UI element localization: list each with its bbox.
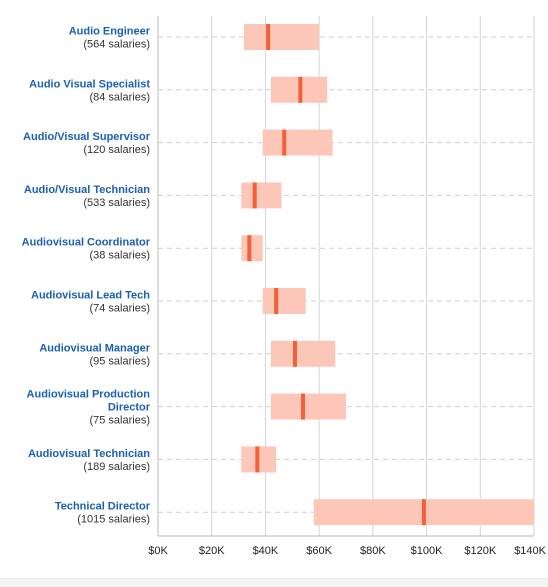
job-title-link[interactable]: Audiovisual Manager [39, 342, 150, 354]
x-tick-label: $0K [148, 545, 168, 557]
job-title-link[interactable]: Audiovisual Technician [28, 448, 150, 460]
median-marker [255, 446, 260, 473]
job-title-link[interactable]: Audio Engineer [69, 26, 151, 38]
x-tick-label: $80K [360, 545, 386, 557]
x-tick-label: $60K [306, 545, 332, 557]
bottom-divider [0, 578, 548, 587]
median-marker [282, 129, 287, 156]
salary-count: (74 salaries) [89, 303, 150, 315]
salary-range-bar[interactable] [262, 129, 333, 156]
salary-count: (564 salaries) [83, 39, 150, 51]
x-tick-label: $20K [199, 545, 225, 557]
median-marker [247, 235, 252, 262]
job-row: Audio/Visual Supervisor(120 salaries) [23, 129, 534, 156]
job-row: Audiovisual Technician(189 salaries) [28, 446, 534, 473]
salary-range-bar[interactable] [243, 24, 320, 50]
job-rows: Audio Engineer(564 salaries) Audio Visual… [22, 24, 534, 526]
job-row: Audio Engineer(564 salaries) [69, 24, 534, 51]
job-title-link[interactable]: Audio/Visual Technician [24, 184, 150, 196]
vertical-gridlines [157, 16, 535, 536]
job-row: Audiovisual Lead Tech(74 salaries) [31, 288, 534, 315]
salary-count: (75 salaries) [89, 415, 150, 427]
job-row: Audio/Visual Technician(533 salaries) [24, 182, 534, 209]
salary-range-bar[interactable] [241, 235, 263, 262]
median-marker [252, 182, 257, 209]
job-row: Audio Visual Specialist(84 salaries) [29, 76, 534, 103]
salary-count: (533 salaries) [83, 197, 150, 209]
median-marker [266, 24, 271, 50]
x-axis: $0K $20K $40K $60K $80K $100K $120K $140K [148, 535, 547, 557]
job-title-link[interactable]: Technical Director [55, 501, 151, 513]
salary-range-bar[interactable] [262, 288, 306, 314]
salary-range-bar[interactable] [241, 182, 282, 209]
job-title-link[interactable]: Audio/Visual Supervisor [23, 131, 151, 143]
job-title-link[interactable]: Audio Visual Specialist [29, 78, 150, 90]
x-tick-label: $40K [253, 545, 279, 557]
salary-count: (95 salaries) [89, 355, 150, 367]
median-marker [298, 76, 303, 103]
job-title-link[interactable]: Audiovisual Coordinator [22, 237, 151, 249]
job-title-link[interactable]: Audiovisual Lead Tech [31, 290, 150, 302]
median-marker [274, 288, 279, 314]
job-title-link[interactable]: Audiovisual Production [27, 389, 151, 401]
median-marker [421, 499, 426, 526]
salary-count: (189 salaries) [83, 461, 150, 473]
salary-range-bar[interactable] [270, 340, 336, 367]
job-row: Technical Director(1015 salaries) [55, 499, 534, 526]
salary-count: (1015 salaries) [77, 514, 150, 526]
job-row: Audiovisual Coordinator(38 salaries) [22, 235, 534, 262]
salary-count: (84 salaries) [89, 91, 150, 103]
job-row: Audiovisual Manager(95 salaries) [39, 340, 534, 367]
x-tick-label: $120K [464, 545, 496, 557]
salary-count: (120 salaries) [83, 144, 150, 156]
x-tick-label: $140K [514, 545, 546, 557]
salary-count: (38 salaries) [89, 250, 150, 262]
job-title-link[interactable]: Director [108, 402, 151, 414]
median-marker [301, 393, 306, 420]
median-marker [292, 340, 297, 367]
x-tick-label: $100K [411, 545, 443, 557]
salary-range-bar[interactable] [270, 393, 346, 420]
